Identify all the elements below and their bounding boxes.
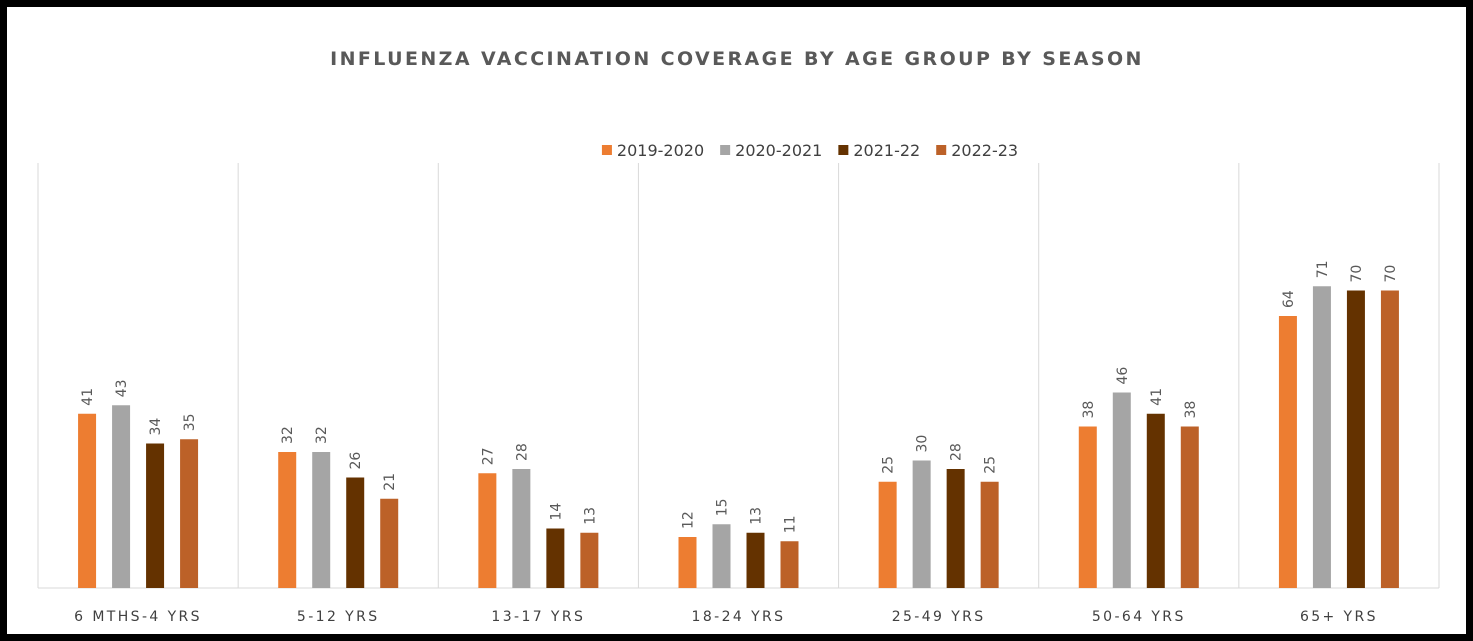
data-label: 38 xyxy=(1183,401,1199,419)
bars xyxy=(78,286,1399,588)
legend: 2019-2020 2020-2021 2021-22 2022-23 xyxy=(601,141,1018,160)
bar xyxy=(1346,290,1365,588)
legend-item: 2020-2021 xyxy=(720,141,822,160)
category-label: 50-64 YRS xyxy=(1092,609,1186,625)
data-label: 21 xyxy=(382,473,398,491)
category-label: 65+ YRS xyxy=(1300,609,1378,625)
data-label: 15 xyxy=(715,498,731,516)
bar xyxy=(712,524,731,588)
bar xyxy=(1112,392,1131,588)
category-label: 5-12 YRS xyxy=(297,609,380,625)
data-label: 32 xyxy=(280,426,296,444)
data-label: 41 xyxy=(1149,388,1165,406)
bar xyxy=(78,413,97,588)
legend-item: 2019-2020 xyxy=(601,141,704,160)
data-label: 38 xyxy=(1081,401,1097,419)
data-label: 26 xyxy=(348,452,364,470)
value-labels: 41 43 34 35 32 32 26 21 27 28 14 13 12 15 13 11 25 30 28 25… xyxy=(80,260,1399,533)
legend-item: 2022-23 xyxy=(936,141,1018,160)
category-labels: 6 MTHS-4 YRS 5-12 YRS 13-17 YRS 18-24 YRS 25… xyxy=(74,609,1378,625)
data-label: 25 xyxy=(983,456,999,474)
bar xyxy=(112,405,131,588)
bar xyxy=(746,532,765,588)
data-label: 11 xyxy=(783,515,799,533)
legend-label: 2021-22 xyxy=(853,141,920,160)
data-label: 27 xyxy=(480,447,496,465)
bar-chart: INFLUENZA VACCINATION COVERAGE BY AGE GR… xyxy=(37,48,1440,625)
legend-swatch xyxy=(936,145,947,155)
data-label: 30 xyxy=(915,435,931,453)
data-label: 64 xyxy=(1281,290,1297,308)
data-label: 70 xyxy=(1349,265,1365,283)
bar xyxy=(478,473,497,588)
legend-label: 2019-2020 xyxy=(617,141,704,160)
category-label: 13-17 YRS xyxy=(491,609,585,625)
bar xyxy=(312,452,331,588)
data-label: 13 xyxy=(582,507,598,525)
category-gridlines xyxy=(37,163,1440,589)
bar xyxy=(380,498,399,588)
bar xyxy=(780,541,799,588)
data-label: 13 xyxy=(749,507,765,525)
legend-swatch xyxy=(601,145,612,155)
data-label: 32 xyxy=(314,426,330,444)
bar xyxy=(180,439,199,588)
data-label: 46 xyxy=(1115,367,1131,385)
bar xyxy=(1312,286,1331,588)
category-label: 6 MTHS-4 YRS xyxy=(74,609,202,625)
legend-swatch xyxy=(838,145,849,155)
data-label: 41 xyxy=(80,388,96,406)
bar xyxy=(580,532,599,588)
bar xyxy=(1180,426,1199,588)
bar xyxy=(346,477,365,588)
data-label: 35 xyxy=(182,413,198,431)
bar xyxy=(1278,316,1297,588)
bar xyxy=(146,443,165,588)
bar xyxy=(912,460,931,588)
bar xyxy=(1380,290,1399,588)
legend-swatch xyxy=(720,145,731,155)
category-label: 25-49 YRS xyxy=(892,609,986,625)
chart-frame: INFLUENZA VACCINATION COVERAGE BY AGE GR… xyxy=(7,7,1466,634)
bar xyxy=(512,469,531,588)
bar xyxy=(1078,426,1097,588)
data-label: 43 xyxy=(114,379,130,397)
data-label: 70 xyxy=(1383,265,1399,283)
bar xyxy=(980,481,999,588)
data-label: 28 xyxy=(949,443,965,461)
bar xyxy=(1146,413,1165,588)
category-label: 18-24 YRS xyxy=(692,609,786,625)
bar xyxy=(278,452,297,588)
data-label: 28 xyxy=(514,443,530,461)
data-label: 25 xyxy=(881,456,897,474)
legend-item: 2021-22 xyxy=(838,141,920,160)
data-label: 34 xyxy=(148,418,164,436)
legend-label: 2020-2021 xyxy=(735,141,822,160)
data-label: 71 xyxy=(1315,260,1331,278)
chart-title: INFLUENZA VACCINATION COVERAGE BY AGE GR… xyxy=(330,48,1144,70)
bar xyxy=(678,537,697,588)
bar xyxy=(878,481,897,588)
bar xyxy=(946,469,965,588)
data-label: 12 xyxy=(681,511,697,529)
data-label: 14 xyxy=(548,503,564,521)
legend-label: 2022-23 xyxy=(951,141,1018,160)
bar xyxy=(546,528,565,588)
